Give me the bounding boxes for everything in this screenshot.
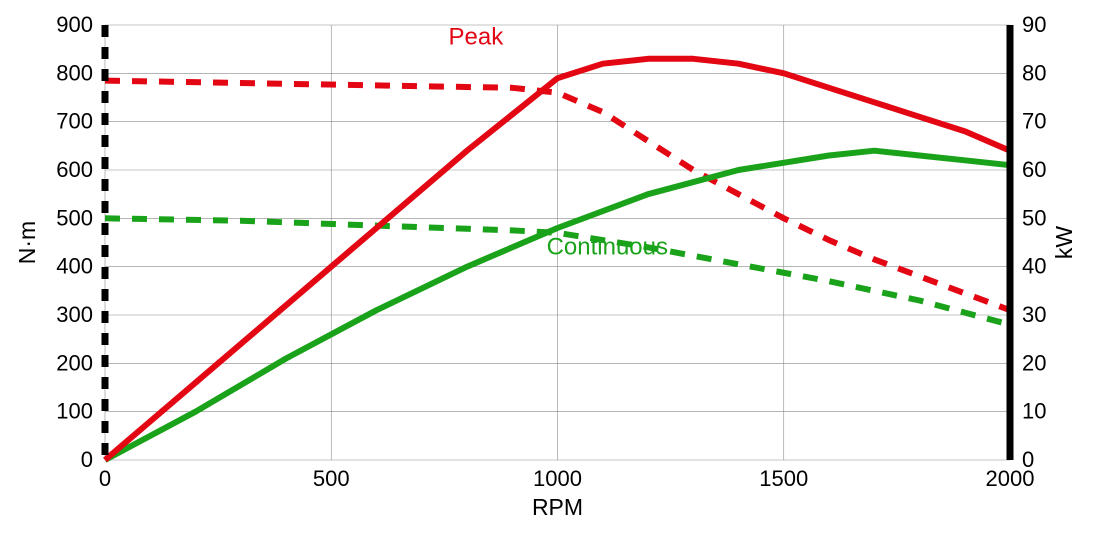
y-right-tick: 10: [1022, 399, 1046, 424]
y-right-tick: 20: [1022, 350, 1046, 375]
series-label-peak: Peak: [448, 23, 504, 50]
y-left-tick: 600: [56, 157, 93, 182]
y-right-tick: 90: [1022, 12, 1046, 37]
y-right-tick: 70: [1022, 109, 1046, 134]
y-left-tick: 0: [81, 447, 93, 472]
x-tick: 500: [313, 466, 350, 491]
x-tick: 1500: [759, 466, 808, 491]
y-right-tick: 60: [1022, 157, 1046, 182]
y-left-tick: 900: [56, 12, 93, 37]
y-right-tick: 50: [1022, 205, 1046, 230]
y-left-tick: 400: [56, 254, 93, 279]
series-label-continuous: Continuous: [547, 234, 668, 261]
y-left-axis-label: N·m: [14, 221, 40, 264]
y-right-axis-label: kW: [1051, 226, 1077, 260]
x-tick: 1000: [533, 466, 582, 491]
y-left-tick: 500: [56, 205, 93, 230]
x-axis-label: RPM: [532, 494, 583, 520]
x-tick: 0: [99, 466, 111, 491]
y-left-tick: 800: [56, 60, 93, 85]
y-right-tick: 40: [1022, 254, 1046, 279]
y-right-tick: 30: [1022, 302, 1046, 327]
y-right-tick: 0: [1022, 447, 1034, 472]
y-left-tick: 200: [56, 350, 93, 375]
y-right-tick: 80: [1022, 60, 1046, 85]
motor-curve-chart: 0500100015002000010020030040050060070080…: [0, 0, 1100, 533]
y-left-tick: 700: [56, 109, 93, 134]
y-left-tick: 100: [56, 399, 93, 424]
y-left-tick: 300: [56, 302, 93, 327]
chart-svg: 0500100015002000010020030040050060070080…: [0, 0, 1100, 533]
